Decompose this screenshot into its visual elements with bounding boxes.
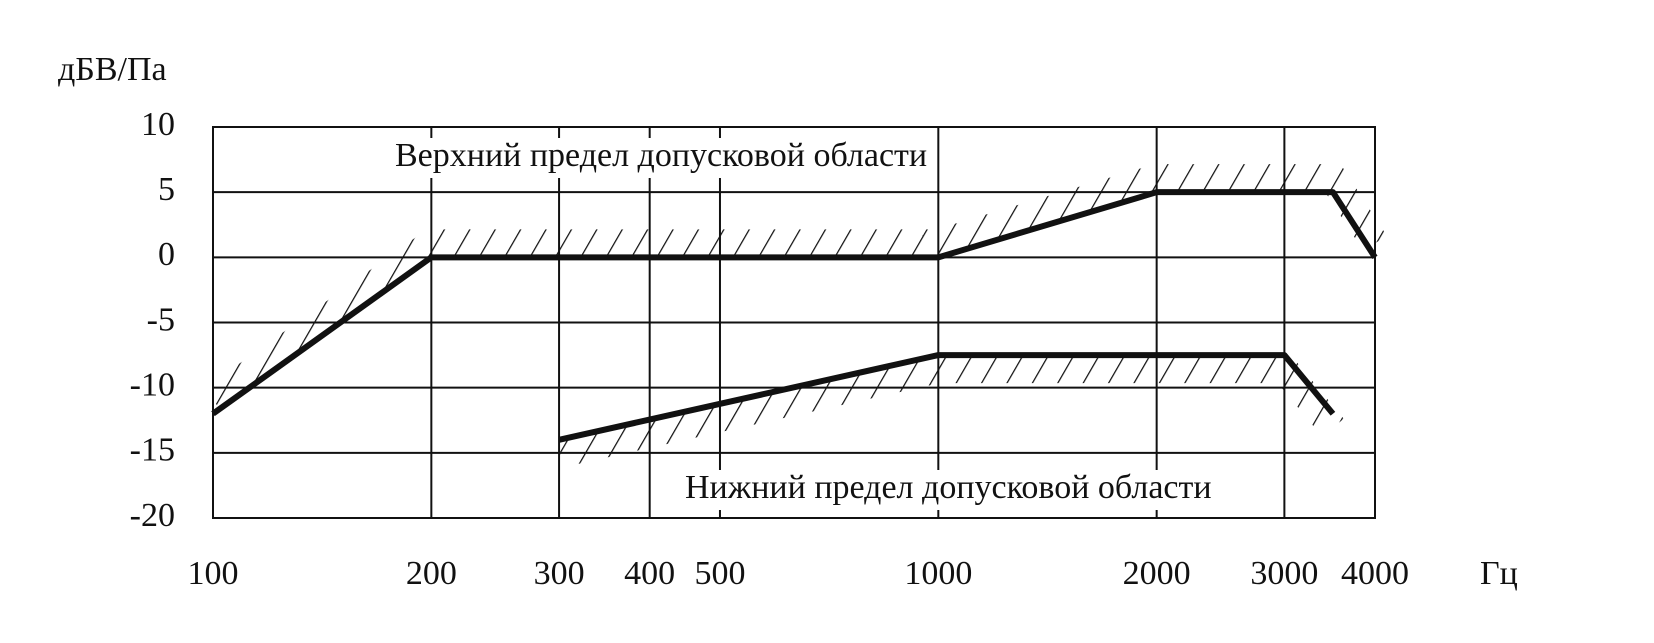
y-tick-label: 10 [141,106,175,143]
x-tick-label: 2000 [1123,555,1191,592]
y-tick-label: -20 [130,497,175,534]
line [558,352,1336,443]
x-tick-label: 400 [624,555,675,592]
y-tick-label: -10 [130,366,175,403]
y-tick-label: -15 [130,432,175,469]
annotation: Нижний предел допусковой области [685,469,1212,506]
hatch [556,355,1344,468]
x-tick-label: 500 [694,555,745,592]
y-tick-label: 5 [158,171,175,208]
x-tick-label: 4000 [1341,555,1409,592]
annotation: Верхний предел допусковой области [395,137,927,174]
x-tick-label: 3000 [1250,555,1318,592]
y-tick-label: 0 [158,236,175,273]
x-tick-label: 100 [188,555,239,592]
y-tick-label: -5 [147,301,175,338]
x-tick-label: 1000 [904,555,972,592]
y-axis-label: дБВ/Па [58,51,167,88]
x-tick-label: 300 [534,555,585,592]
x-axis-label: Гц [1480,555,1518,592]
annotation-bg [681,470,1216,510]
hatch [204,164,1387,412]
x-tick-label: 200 [406,555,457,592]
line [211,189,1378,417]
annotation-bg [391,138,932,178]
